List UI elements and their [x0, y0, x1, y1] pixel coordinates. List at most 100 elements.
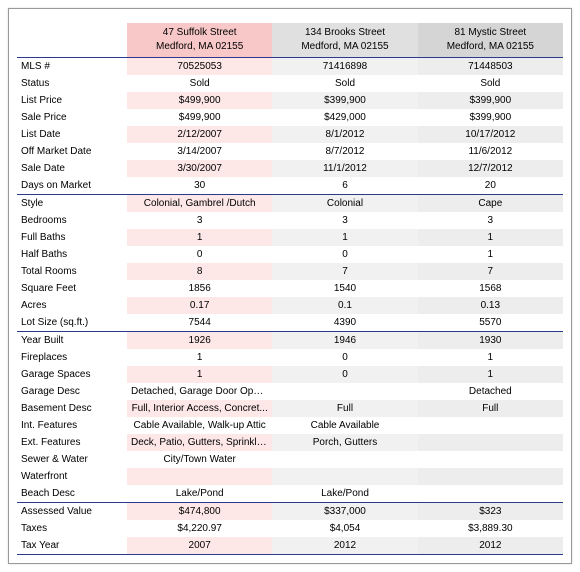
property-city: Medford, MA 02155	[418, 40, 563, 58]
table-row: MLS #705250537141689871448503	[17, 58, 563, 76]
cell-value: 1540	[272, 280, 417, 297]
cell-value: $499,900	[127, 109, 272, 126]
row-label: Acres	[17, 297, 127, 314]
comparison-sheet: 47 Suffolk Street134 Brooks Street81 Mys…	[8, 8, 572, 564]
row-label: Days on Market	[17, 177, 127, 195]
table-row: Beach DescLake/PondLake/Pond	[17, 485, 563, 503]
cell-value: 1	[418, 366, 563, 383]
table-header: 47 Suffolk Street134 Brooks Street81 Mys…	[17, 23, 563, 58]
cell-value: 0	[272, 349, 417, 366]
cell-value: 1	[418, 349, 563, 366]
table-row: Acres0.170.10.13	[17, 297, 563, 314]
property-address: 81 Mystic Street	[418, 23, 563, 40]
cell-value: 3/30/2007	[127, 160, 272, 177]
cell-value: Cape	[418, 195, 563, 213]
row-label: Int. Features	[17, 417, 127, 434]
cell-value: 7	[272, 263, 417, 280]
table-row: Sewer & WaterCity/Town Water	[17, 451, 563, 468]
cell-value: $399,900	[418, 109, 563, 126]
cell-value: $499,900	[127, 92, 272, 109]
row-label: Square Feet	[17, 280, 127, 297]
cell-value	[418, 468, 563, 485]
table-row: Square Feet185615401568	[17, 280, 563, 297]
cell-value: 1	[127, 366, 272, 383]
cell-value: 1	[127, 349, 272, 366]
row-label: Off Market Date	[17, 143, 127, 160]
cell-value: Lake/Pond	[272, 485, 417, 503]
cell-value: 3	[272, 212, 417, 229]
cell-value	[272, 468, 417, 485]
cell-value: 3/14/2007	[127, 143, 272, 160]
cell-value: City/Town Water	[127, 451, 272, 468]
row-label: Beach Desc	[17, 485, 127, 503]
row-label: Full Baths	[17, 229, 127, 246]
cell-value: 20	[418, 177, 563, 195]
table-row: Garage Spaces101	[17, 366, 563, 383]
table-row: Lot Size (sq.ft.)754443905570	[17, 314, 563, 332]
row-label: List Price	[17, 92, 127, 109]
table-row: Year Built192619461930	[17, 332, 563, 350]
row-label: Tax Year	[17, 537, 127, 555]
cell-value	[418, 451, 563, 468]
cell-value: 3	[127, 212, 272, 229]
cell-value: $399,900	[272, 92, 417, 109]
cell-value: $4,220.97	[127, 520, 272, 537]
cell-value: Sold	[418, 75, 563, 92]
row-label: Total Rooms	[17, 263, 127, 280]
cell-value: 4390	[272, 314, 417, 332]
cell-value: 2012	[272, 537, 417, 555]
cell-value: Cable Available, Walk-up Attic	[127, 417, 272, 434]
cell-value: 1926	[127, 332, 272, 350]
row-label: Garage Spaces	[17, 366, 127, 383]
cell-value	[127, 468, 272, 485]
cell-value: 1568	[418, 280, 563, 297]
cell-value: 1	[272, 229, 417, 246]
cell-value: $429,000	[272, 109, 417, 126]
row-label: Sewer & Water	[17, 451, 127, 468]
cell-value: Detached	[418, 383, 563, 400]
cell-value: 30	[127, 177, 272, 195]
cell-value: $399,900	[418, 92, 563, 109]
table-row: Garage DescDetached, Garage Door OpenerD…	[17, 383, 563, 400]
row-label: List Date	[17, 126, 127, 143]
table-row: Sale Price$499,900$429,000$399,900	[17, 109, 563, 126]
cell-value: 8/7/2012	[272, 143, 417, 160]
row-label: MLS #	[17, 58, 127, 76]
cell-value: $337,000	[272, 503, 417, 521]
row-label: Sale Price	[17, 109, 127, 126]
cell-value: $474,800	[127, 503, 272, 521]
cell-value: Full	[272, 400, 417, 417]
table-body: MLS #705250537141689871448503StatusSoldS…	[17, 58, 563, 555]
cell-value	[418, 417, 563, 434]
cell-value: 11/6/2012	[418, 143, 563, 160]
table-row: Fireplaces101	[17, 349, 563, 366]
cell-value: 2007	[127, 537, 272, 555]
cell-value: 8/1/2012	[272, 126, 417, 143]
cell-value	[272, 383, 417, 400]
table-row: Ext. FeaturesDeck, Patio, Gutters, Sprin…	[17, 434, 563, 451]
cell-value: 1	[418, 229, 563, 246]
property-city: Medford, MA 02155	[272, 40, 417, 58]
table-row: List Date2/12/20078/1/201210/17/2012	[17, 126, 563, 143]
row-label: Year Built	[17, 332, 127, 350]
row-label: Style	[17, 195, 127, 213]
table-row: Half Baths001	[17, 246, 563, 263]
cell-value: Sold	[127, 75, 272, 92]
cell-value: 71416898	[272, 58, 417, 76]
table-row: Off Market Date3/14/20078/7/201211/6/201…	[17, 143, 563, 160]
row-label: Fireplaces	[17, 349, 127, 366]
table-row: Taxes$4,220.97$4,054$3,889.30	[17, 520, 563, 537]
cell-value: 0.17	[127, 297, 272, 314]
cell-value	[418, 485, 563, 503]
cell-value	[418, 434, 563, 451]
cell-value: 70525053	[127, 58, 272, 76]
cell-value: 10/17/2012	[418, 126, 563, 143]
cell-value: Colonial	[272, 195, 417, 213]
table-row: StatusSoldSoldSold	[17, 75, 563, 92]
row-label: Lot Size (sq.ft.)	[17, 314, 127, 332]
cell-value: Deck, Patio, Gutters, Sprinkle...	[127, 434, 272, 451]
cell-value: Porch, Gutters	[272, 434, 417, 451]
cell-value: 5570	[418, 314, 563, 332]
cell-value: 0	[127, 246, 272, 263]
cell-value: 2/12/2007	[127, 126, 272, 143]
